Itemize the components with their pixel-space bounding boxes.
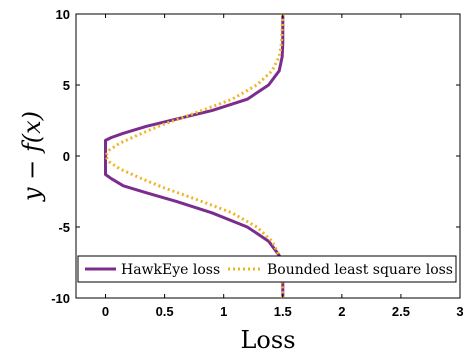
y-tick-label: 5	[63, 78, 70, 93]
plot-area	[75, 13, 461, 299]
x-tick-label: 1	[220, 304, 227, 319]
y-tick-label: 10	[56, 7, 70, 22]
series-line-hawkeye	[104, 14, 285, 298]
y-tick-label: -5	[58, 220, 70, 235]
x-tick-label: 1.5	[274, 304, 292, 319]
legend-label-bounded: Bounded least square loss	[267, 262, 453, 278]
y-axis-title: y − f(x)	[18, 111, 46, 202]
legend-box	[77, 255, 457, 283]
y-axis: -10 -5 0 5 10	[51, 7, 460, 306]
x-tick-label: 2.5	[392, 304, 410, 319]
legend: HawkEye loss Bounded least square loss	[77, 255, 457, 283]
series-layer	[104, 13, 285, 299]
x-tick-label: 3	[456, 304, 463, 319]
x-tick-label: 0	[102, 304, 109, 319]
x-axis: 0 0.5 1 1.5 2 2.5 3	[102, 14, 464, 319]
y-tick-label: -10	[51, 291, 70, 306]
x-axis-title: Loss	[240, 326, 295, 354]
x-tick-label: 0.5	[156, 304, 174, 319]
legend-label-hawkeye: HawkEye loss	[121, 262, 220, 278]
x-tick-label: 2	[338, 304, 345, 319]
y-tick-label: 0	[63, 149, 70, 164]
